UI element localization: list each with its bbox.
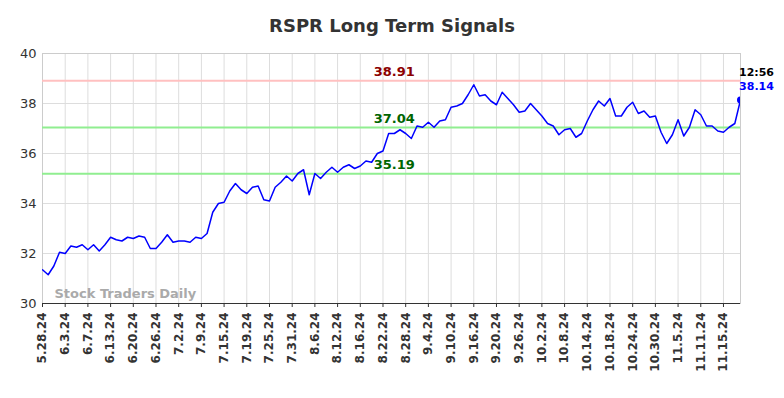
svg-text:12:56: 12:56 [739,66,774,79]
svg-text:7.31.24: 7.31.24 [285,313,299,364]
svg-text:10.24.24: 10.24.24 [626,313,640,372]
svg-text:37.04: 37.04 [374,111,415,126]
svg-text:8.12.24: 8.12.24 [330,313,344,364]
svg-text:9.4.24: 9.4.24 [421,313,435,356]
svg-text:30: 30 [20,296,37,311]
svg-text:32: 32 [20,246,37,261]
svg-text:11.5.24: 11.5.24 [671,313,685,364]
svg-text:7.15.24: 7.15.24 [217,313,231,364]
svg-text:10.8.24: 10.8.24 [557,313,571,364]
svg-text:38.14: 38.14 [739,80,774,93]
svg-text:34: 34 [20,196,37,211]
svg-text:38.91: 38.91 [374,64,415,79]
svg-text:6.13.24: 6.13.24 [103,313,117,364]
svg-text:6.26.24: 6.26.24 [149,313,163,364]
svg-text:10.14.24: 10.14.24 [580,313,594,372]
svg-text:36: 36 [20,146,37,161]
svg-text:9.10.24: 9.10.24 [444,313,458,364]
svg-text:Stock Traders Daily: Stock Traders Daily [55,286,197,301]
svg-text:9.20.24: 9.20.24 [489,313,503,364]
html-text:RSPR Long Term Signals: RSPR Long Term Signals [269,15,515,36]
svg-text:6.3.24: 6.3.24 [58,313,72,356]
svg-text:11.11.24: 11.11.24 [694,313,708,372]
svg-text:7.2.24: 7.2.24 [172,313,186,356]
svg-text:8.6.24: 8.6.24 [308,313,322,356]
svg-text:10.30.24: 10.30.24 [648,313,662,372]
svg-text:38: 38 [20,96,37,111]
svg-text:8.22.24: 8.22.24 [376,313,390,364]
svg-text:8.28.24: 8.28.24 [399,313,413,364]
svg-text:5.28.24: 5.28.24 [35,313,49,364]
svg-text:6.20.24: 6.20.24 [126,313,140,364]
svg-text:8.16.24: 8.16.24 [353,313,367,364]
svg-text:7.25.24: 7.25.24 [262,313,276,364]
svg-text:7.19.24: 7.19.24 [240,313,254,364]
svg-text:10.2.24: 10.2.24 [535,313,549,364]
svg-text:9.26.24: 9.26.24 [512,313,526,364]
svg-text:6.7.24: 6.7.24 [81,313,95,356]
svg-text:9.16.24: 9.16.24 [467,313,481,364]
svg-text:7.9.24: 7.9.24 [194,313,208,356]
svg-text:11.15.24: 11.15.24 [716,313,730,372]
svg-text:10.18.24: 10.18.24 [603,313,617,372]
svg-text:35.19: 35.19 [374,157,415,172]
svg-text:40: 40 [20,46,37,61]
